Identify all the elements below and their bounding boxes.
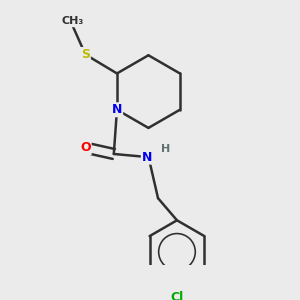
Text: N: N (142, 151, 152, 164)
Text: Cl: Cl (170, 291, 184, 300)
Text: N: N (112, 103, 122, 116)
Text: S: S (81, 48, 90, 61)
Text: O: O (80, 141, 91, 154)
Text: CH₃: CH₃ (61, 16, 84, 26)
Text: H: H (161, 144, 170, 154)
